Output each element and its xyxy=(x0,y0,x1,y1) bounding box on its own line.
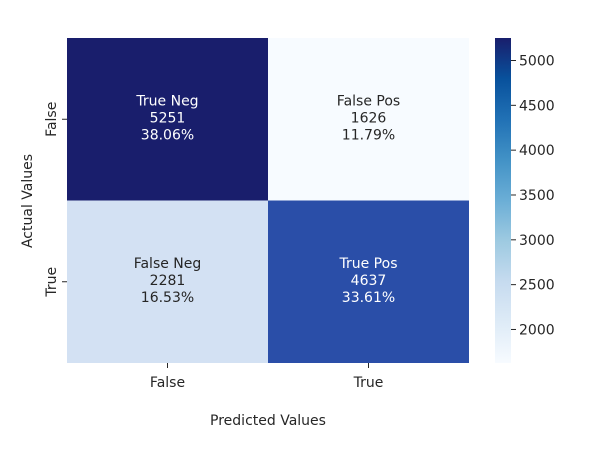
cell-percent-0-1: 11.79% xyxy=(342,127,395,143)
cell-label-0-1: False Pos xyxy=(337,93,400,109)
cell-value-1-0: 2281 xyxy=(150,273,186,289)
cell-percent-0-0: 38.06% xyxy=(141,127,194,143)
colorbar-tick-label-2: 3000 xyxy=(519,233,555,249)
cell-value-0-1: 1626 xyxy=(351,110,387,126)
heatmap-cell-1-0 xyxy=(67,200,268,363)
colorbar-tick-label-0: 2000 xyxy=(519,322,555,338)
colorbar-tick-label-1: 2500 xyxy=(519,278,555,294)
colorbar-tick-label-4: 4000 xyxy=(519,143,555,159)
heatmap-axes: False True False True xyxy=(44,102,383,391)
heatmap-cell-0-0 xyxy=(67,38,268,201)
y-tick-label-0: False xyxy=(44,102,60,137)
heatmap-cells xyxy=(67,38,469,363)
colorbar-tick-label-6: 5000 xyxy=(519,54,555,70)
cell-value-0-0: 5251 xyxy=(150,110,186,126)
cell-label-1-0: False Neg xyxy=(134,256,202,272)
y-axis-label: Actual Values xyxy=(20,154,36,248)
colorbar: 2000 2500 3000 3500 4000 4500 5000 xyxy=(495,38,555,363)
x-tick-label-1: True xyxy=(353,375,384,391)
cell-label-1-1: True Pos xyxy=(339,256,398,272)
colorbar-gradient xyxy=(495,38,511,363)
heatmap-cell-0-1 xyxy=(268,38,469,201)
colorbar-tick-label-3: 3500 xyxy=(519,188,555,204)
cell-percent-1-0: 16.53% xyxy=(141,290,194,306)
x-axis-label: Predicted Values xyxy=(210,413,326,429)
cell-value-1-1: 4637 xyxy=(351,273,387,289)
heatmap-cell-1-1 xyxy=(268,200,469,363)
cell-percent-1-1: 33.61% xyxy=(342,290,395,306)
cell-label-0-0: True Neg xyxy=(135,93,198,109)
y-tick-label-1: True xyxy=(44,267,60,298)
x-tick-label-0: False xyxy=(150,375,185,391)
colorbar-tick-label-5: 4500 xyxy=(519,98,555,114)
